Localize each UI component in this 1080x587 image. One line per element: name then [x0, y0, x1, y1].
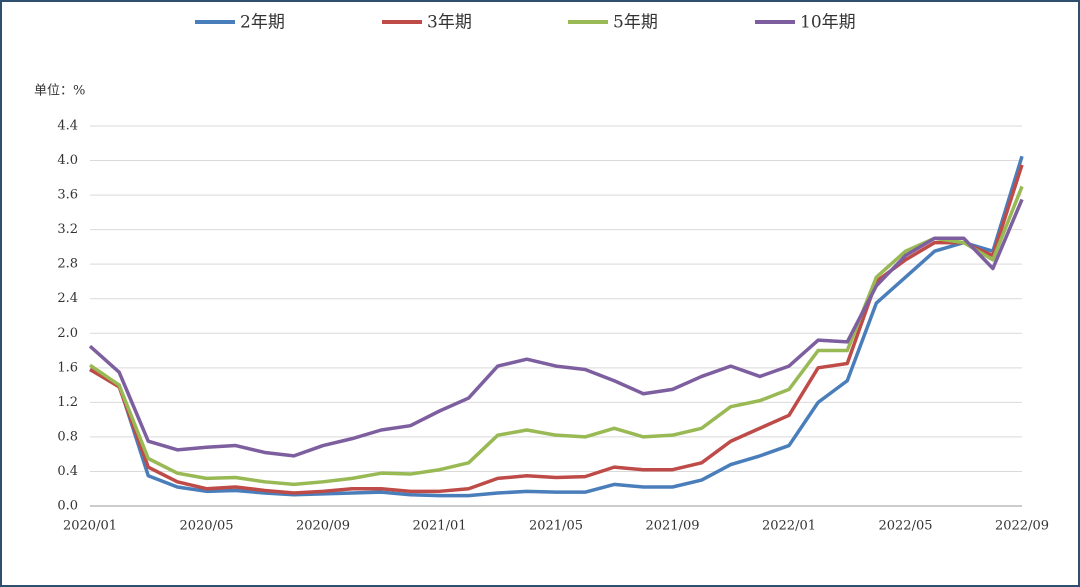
x-tick-label: 2022/05 [878, 519, 932, 534]
x-tick-label: 2021/05 [529, 519, 583, 534]
y-tick-label: 1.6 [57, 360, 78, 375]
x-tick-label: 2020/01 [63, 519, 117, 534]
y-tick-label: 4.4 [57, 119, 78, 134]
legend-text: 10年期 [800, 13, 856, 33]
y-tick-label: 0.4 [57, 464, 78, 479]
series-line [88, 198, 1024, 458]
legend-text: 5年期 [613, 13, 658, 33]
x-tick-label: 2022/01 [762, 519, 816, 534]
y-tick-label: 0.0 [57, 499, 78, 514]
x-tick-label: 2021/09 [645, 519, 699, 534]
x-tick-label: 2020/05 [179, 519, 233, 534]
y-tick-label: 1.2 [57, 395, 78, 410]
y-tick-label: 0.8 [57, 429, 78, 444]
y-axis-label: 单位：% [34, 84, 85, 99]
y-tick-label: 4.0 [57, 153, 78, 168]
legend-text: 2年期 [240, 13, 285, 33]
x-tick-label: 2020/09 [296, 519, 350, 534]
y-tick-label: 3.6 [57, 188, 78, 203]
y-tick-label: 2.0 [57, 326, 78, 341]
series-line [89, 185, 1024, 487]
y-tick-label: 2.4 [57, 291, 78, 306]
x-tick-label: 2022/09 [995, 519, 1049, 534]
y-tick-label: 3.2 [57, 222, 78, 237]
series-line [89, 164, 1024, 495]
legend-text: 3年期 [427, 13, 472, 33]
x-tick-label: 2021/01 [412, 519, 466, 534]
series-line [89, 155, 1024, 498]
y-tick-label: 2.8 [57, 257, 78, 272]
